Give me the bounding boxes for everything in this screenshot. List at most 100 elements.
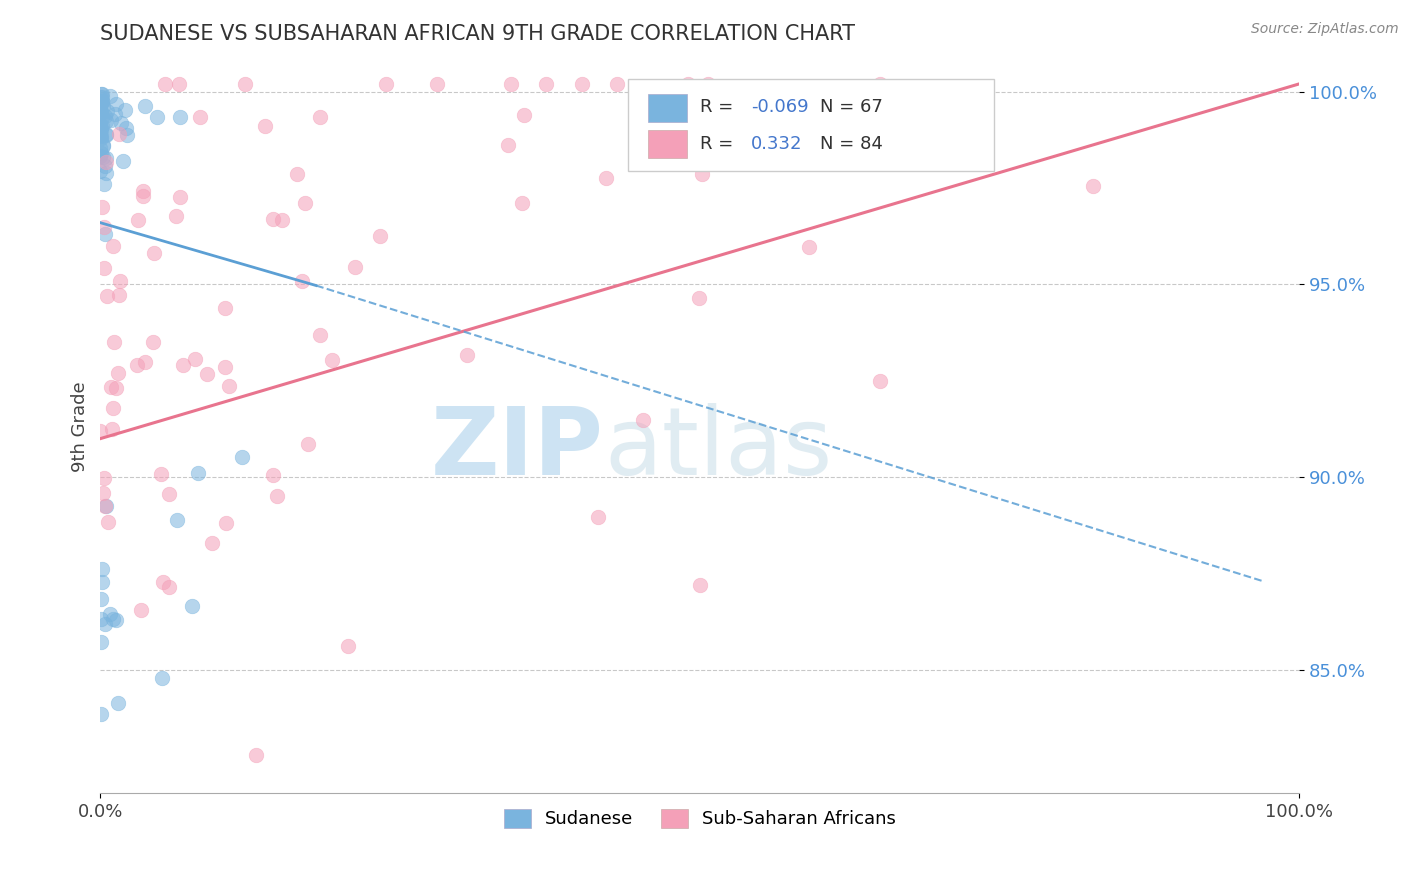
- Point: [90, 122, 112, 136]
- Point: [90, 87, 112, 101]
- Point: [90, 707, 112, 722]
- Point: [233, 77, 256, 91]
- Point: [426, 77, 449, 91]
- Point: [129, 603, 152, 617]
- Point: [132, 189, 155, 203]
- Point: [94, 128, 117, 142]
- Point: [285, 168, 308, 182]
- Point: [142, 334, 165, 349]
- Point: [343, 260, 366, 274]
- Point: [195, 367, 218, 381]
- Point: [157, 580, 180, 594]
- Point: [104, 613, 127, 627]
- Point: [98, 89, 121, 103]
- Point: [270, 212, 292, 227]
- Text: ZIP: ZIP: [432, 403, 603, 495]
- Point: [374, 77, 396, 91]
- Text: Source: ZipAtlas.com: Source: ZipAtlas.com: [1251, 22, 1399, 37]
- Point: [456, 348, 478, 362]
- Point: [214, 359, 236, 374]
- Point: [496, 138, 519, 153]
- Point: [103, 238, 125, 252]
- Point: [188, 111, 211, 125]
- Point: [91, 200, 114, 214]
- Point: [90, 575, 112, 590]
- Point: [165, 209, 187, 223]
- Point: [114, 103, 136, 117]
- Point: [134, 99, 156, 113]
- Point: [214, 301, 236, 316]
- Y-axis label: 9th Grade: 9th Grade: [72, 382, 89, 473]
- Point: [683, 126, 706, 140]
- Point: [89, 128, 111, 143]
- Point: [172, 358, 194, 372]
- Point: [96, 289, 118, 303]
- Point: [215, 516, 238, 531]
- Point: [595, 170, 617, 185]
- Point: [571, 77, 593, 91]
- Point: [93, 219, 115, 234]
- Point: [89, 90, 111, 104]
- Point: [101, 401, 124, 416]
- Point: [91, 110, 114, 124]
- Point: [266, 489, 288, 503]
- Point: [91, 87, 114, 101]
- FancyBboxPatch shape: [648, 94, 686, 121]
- Point: [93, 177, 115, 191]
- Point: [98, 607, 121, 621]
- Text: 0.332: 0.332: [751, 135, 803, 153]
- FancyBboxPatch shape: [648, 130, 686, 158]
- Point: [96, 103, 118, 118]
- Point: [180, 599, 202, 614]
- Point: [510, 195, 533, 210]
- Point: [101, 422, 124, 436]
- Point: [321, 353, 343, 368]
- Point: [218, 379, 240, 393]
- Point: [200, 536, 222, 550]
- Point: [105, 97, 128, 112]
- FancyBboxPatch shape: [628, 79, 994, 170]
- Point: [153, 77, 176, 91]
- Point: [134, 354, 156, 368]
- Point: [501, 77, 523, 91]
- Point: [368, 228, 391, 243]
- Point: [94, 499, 117, 513]
- Point: [94, 227, 117, 241]
- Point: [90, 104, 112, 119]
- Point: [167, 77, 190, 91]
- Point: [110, 116, 132, 130]
- Legend: Sudanese, Sub-Saharan Africans: Sudanese, Sub-Saharan Africans: [496, 802, 903, 836]
- Point: [104, 381, 127, 395]
- Point: [100, 113, 122, 128]
- Point: [94, 166, 117, 180]
- Point: [103, 612, 125, 626]
- Point: [797, 240, 820, 254]
- Point: [90, 97, 112, 112]
- Point: [166, 513, 188, 527]
- Point: [90, 94, 112, 108]
- Point: [297, 437, 319, 451]
- Point: [132, 184, 155, 198]
- Point: [869, 374, 891, 388]
- Point: [254, 119, 277, 133]
- Point: [90, 612, 112, 626]
- Point: [91, 138, 114, 153]
- Point: [689, 578, 711, 592]
- Point: [150, 467, 173, 481]
- Point: [184, 351, 207, 366]
- Point: [91, 562, 114, 576]
- Point: [89, 119, 111, 133]
- Point: [169, 110, 191, 124]
- Point: [245, 747, 267, 762]
- Point: [89, 141, 111, 155]
- Point: [534, 77, 557, 91]
- Point: [1081, 179, 1104, 194]
- Text: atlas: atlas: [603, 403, 832, 495]
- Point: [143, 245, 166, 260]
- Point: [94, 151, 117, 165]
- Point: [107, 696, 129, 710]
- Point: [91, 119, 114, 133]
- Point: [94, 616, 117, 631]
- Point: [93, 470, 115, 484]
- Point: [127, 213, 149, 227]
